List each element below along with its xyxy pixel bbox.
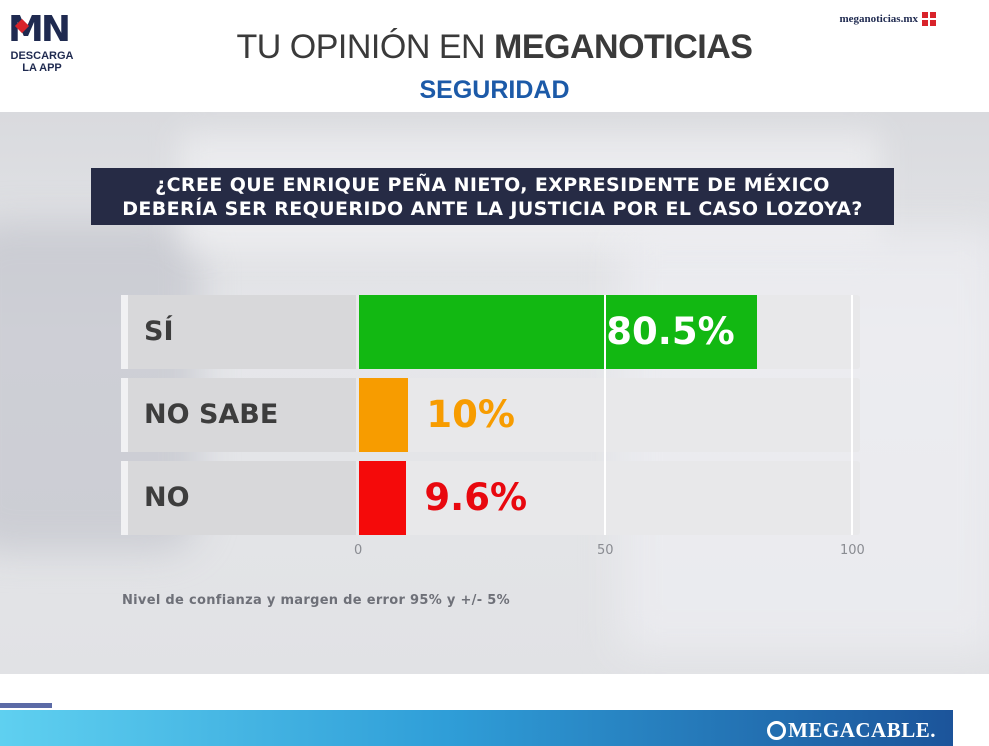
bottom-accent-line — [0, 703, 52, 708]
logo-sub-line2: LA APP — [22, 62, 62, 74]
value-label: 10% — [426, 393, 515, 436]
site-url: meganoticias.mx — [839, 13, 918, 25]
category-label: SÍ — [144, 316, 174, 347]
bar — [359, 295, 757, 369]
x-tick-label: 50 — [597, 543, 614, 558]
bar — [359, 461, 407, 535]
site-flag-icon — [922, 12, 936, 26]
value-label: 9.6% — [424, 476, 528, 519]
x-tick-label: 100 — [840, 543, 865, 558]
row-label-background — [121, 295, 356, 369]
logo-mark: MN — [8, 9, 71, 50]
title-light: TU OPINIÓN EN — [236, 28, 486, 66]
category-label: NO SABE — [144, 399, 279, 430]
question-line-2: DEBERÍA SER REQUERIDO ANTE LA JUSTICIA P… — [122, 198, 863, 220]
question-line-1: ¿CREE QUE ENRIQUE PEÑA NIETO, EXPRESIDEN… — [155, 174, 830, 196]
page-title: TU OPINIÓN EN MEGANOTICIAS — [0, 28, 989, 67]
footer-bar: MEGACABLE. — [0, 710, 989, 746]
row-label-background — [121, 461, 356, 535]
section-title: SEGURIDAD — [419, 76, 570, 104]
chart-row: NO SABE 10% — [121, 378, 860, 452]
footer-corner — [953, 710, 989, 746]
gridline — [604, 295, 606, 535]
chart-question: ¿CREE QUE ENRIQUE PEÑA NIETO, EXPRESIDEN… — [91, 168, 894, 225]
chart-row: NO 9.6% — [121, 461, 860, 535]
footer-brand: MEGACABLE. — [767, 718, 936, 743]
row-label-background — [121, 378, 356, 452]
logo-sub-line1: DESCARGA — [10, 50, 74, 62]
value-label: 80.5% — [606, 310, 735, 353]
category-label: NO — [144, 482, 190, 513]
chart-row: SÍ 80.5% — [121, 295, 860, 369]
gridline — [851, 295, 853, 535]
megacable-icon — [767, 721, 787, 740]
logo-download-text: DESCARGA LA APP — [8, 50, 76, 74]
confidence-note: Nivel de confianza y margen de error 95%… — [122, 593, 510, 608]
footer-brand-text: MEGACABLE. — [788, 718, 936, 742]
title-bold: MEGANOTICIAS — [494, 28, 753, 66]
bar — [359, 378, 409, 452]
x-tick-label: 0 — [354, 543, 363, 558]
app-logo[interactable]: MN DESCARGA LA APP — [8, 9, 76, 75]
header-bar: MN DESCARGA LA APP meganoticias.mx TU OP… — [0, 0, 989, 112]
